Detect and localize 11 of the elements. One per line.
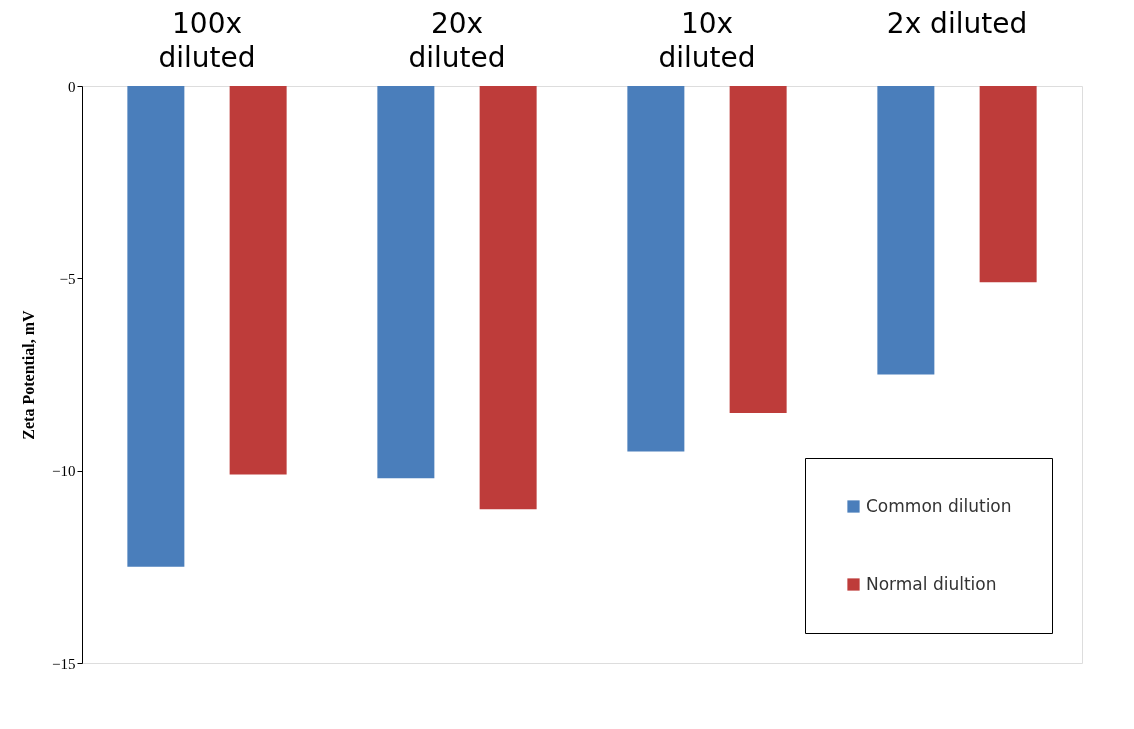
y-tick-label: 0 (68, 78, 76, 95)
y-tick-label: −10 (52, 463, 76, 480)
y-axis-title: Zeta Potential, mV (20, 309, 38, 440)
legend-label: Normal diultion (866, 573, 997, 594)
x-tick-label: 20x diluted (408, 6, 506, 74)
x-tick-label: 2x diluted (886, 6, 1028, 40)
y-tick-label: −15 (52, 655, 76, 672)
x-tick-label: 100x diluted (158, 6, 256, 74)
x-tick-label: 10x diluted (658, 6, 756, 74)
legend-label: Common dilution (866, 495, 1012, 516)
y-tick-label: −5 (59, 270, 76, 287)
